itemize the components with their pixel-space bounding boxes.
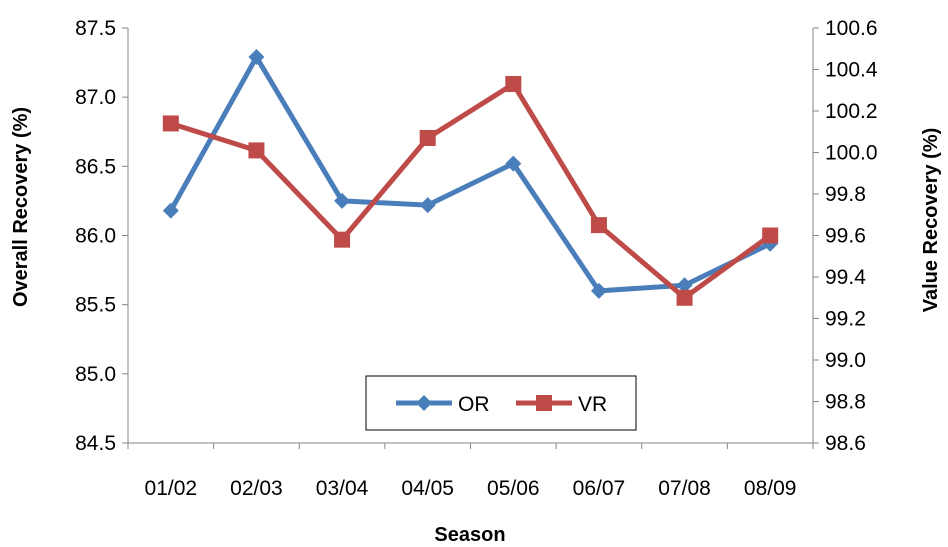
left-tick-label: 85.0 bbox=[75, 363, 116, 386]
legend-marker-or bbox=[416, 395, 432, 411]
data-point-or bbox=[334, 192, 351, 209]
legend: OR VR bbox=[365, 375, 637, 431]
data-point-vr bbox=[505, 76, 522, 93]
legend-label-or: OR bbox=[458, 393, 490, 416]
data-point-or bbox=[590, 282, 607, 299]
right-y-axis-title: Value Recovery (%) bbox=[920, 128, 942, 313]
right-tick-label: 100.4 bbox=[825, 59, 878, 82]
left-tick-label: 84.5 bbox=[75, 432, 116, 455]
left-y-axis-title: Overall Recovery (%) bbox=[10, 107, 32, 307]
right-tick-label: 98.6 bbox=[825, 432, 866, 455]
legend-label-vr: VR bbox=[578, 393, 607, 416]
x-tick-label: 07/08 bbox=[658, 477, 711, 500]
series-vr bbox=[162, 76, 779, 306]
right-tick-label: 98.8 bbox=[825, 391, 866, 414]
x-tick-label: 04/05 bbox=[401, 477, 454, 500]
data-point-vr bbox=[676, 289, 693, 306]
data-point-vr bbox=[590, 217, 607, 234]
data-point-or bbox=[162, 202, 179, 219]
data-point-or bbox=[505, 155, 522, 172]
x-tick-label: 05/06 bbox=[487, 477, 540, 500]
right-tick-label: 99.8 bbox=[825, 183, 866, 206]
x-tick-label: 08/09 bbox=[744, 477, 797, 500]
right-tick-label: 99.4 bbox=[825, 266, 866, 289]
data-point-vr bbox=[419, 129, 436, 146]
right-tick-label: 100.6 bbox=[825, 17, 878, 40]
left-tick-label: 85.5 bbox=[75, 294, 116, 317]
left-tick-label: 87.5 bbox=[75, 17, 116, 40]
right-tick-label: 99.2 bbox=[825, 308, 866, 331]
series-line-or bbox=[168, 54, 772, 294]
data-point-or bbox=[419, 197, 436, 214]
series-or bbox=[162, 49, 779, 299]
x-tick-label: 06/07 bbox=[573, 477, 626, 500]
left-tick-label: 86.0 bbox=[75, 225, 116, 248]
series-layer bbox=[162, 49, 779, 306]
right-tick-label: 100.2 bbox=[825, 100, 878, 123]
x-tick-label: 03/04 bbox=[316, 477, 369, 500]
x-axis-title: Season bbox=[434, 524, 505, 546]
x-tick-label: 02/03 bbox=[230, 477, 283, 500]
data-point-vr bbox=[248, 142, 265, 159]
right-tick-label: 99.0 bbox=[825, 349, 866, 372]
data-point-vr bbox=[762, 227, 779, 244]
legend-marker-vr bbox=[536, 395, 552, 411]
series-line-vr bbox=[170, 81, 772, 301]
data-point-or bbox=[676, 277, 693, 294]
data-point-vr bbox=[334, 231, 351, 248]
right-tick-label: 100.0 bbox=[825, 142, 878, 165]
right-y-axis: 98.6 98.8 99.0 99.2 99.4 99.6 99.8 100.0 100.2 10… bbox=[812, 17, 878, 455]
left-y-axis: 84.5 85.0 85.5 86.0 86.5 87.0 87.5 bbox=[75, 17, 129, 455]
x-tick-label: 01/02 bbox=[145, 477, 198, 500]
data-point-or bbox=[248, 49, 265, 66]
right-tick-label: 99.6 bbox=[825, 225, 866, 248]
left-tick-label: 86.5 bbox=[75, 155, 116, 178]
data-point-vr bbox=[162, 115, 179, 132]
x-axis: 01/02 02/03 03/04 04/05 05/06 06/07 07/08 08/09 bbox=[127, 442, 814, 500]
left-tick-label: 87.0 bbox=[75, 86, 116, 109]
legend-box bbox=[365, 375, 637, 431]
